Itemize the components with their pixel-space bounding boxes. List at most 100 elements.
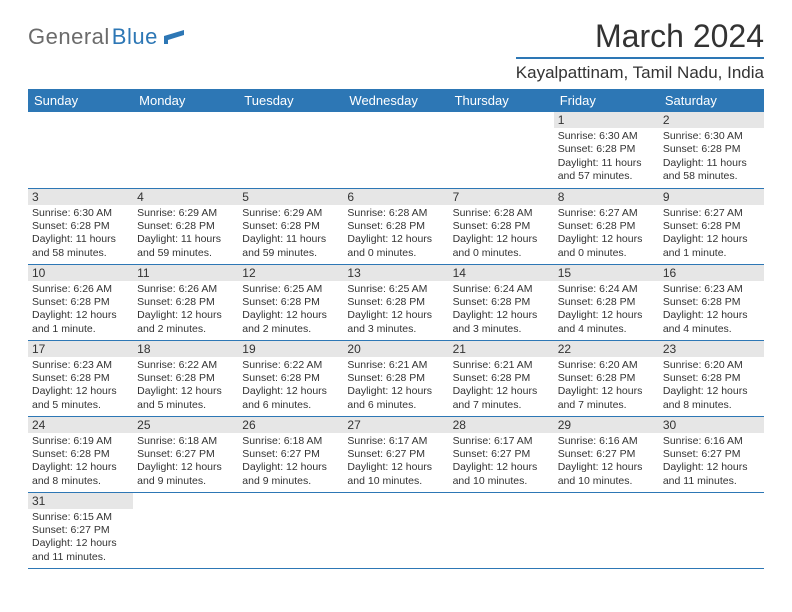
day-data-line: Sunrise: 6:26 AM [137, 283, 234, 296]
calendar-row: 3Sunrise: 6:30 AMSunset: 6:28 PMDaylight… [28, 188, 764, 264]
month-title: March 2024 [516, 18, 764, 55]
day-number: 14 [449, 265, 554, 281]
day-data-line: Sunset: 6:28 PM [242, 220, 339, 233]
day-data-line: Daylight: 12 hours and 9 minutes. [137, 461, 234, 488]
calendar-row: 17Sunrise: 6:23 AMSunset: 6:28 PMDayligh… [28, 340, 764, 416]
day-data: Sunrise: 6:21 AMSunset: 6:28 PMDaylight:… [343, 357, 448, 415]
day-data-line: Sunset: 6:27 PM [137, 448, 234, 461]
day-number: 18 [133, 341, 238, 357]
day-data-line: Daylight: 12 hours and 1 minute. [663, 233, 760, 260]
day-data: Sunrise: 6:28 AMSunset: 6:28 PMDaylight:… [449, 205, 554, 263]
logo: General Blue [28, 24, 184, 50]
day-number: 29 [554, 417, 659, 433]
day-data-line: Sunset: 6:27 PM [453, 448, 550, 461]
day-data-line: Daylight: 12 hours and 5 minutes. [137, 385, 234, 412]
day-data-line: Sunset: 6:28 PM [32, 220, 129, 233]
day-number: 15 [554, 265, 659, 281]
day-data: Sunrise: 6:30 AMSunset: 6:28 PMDaylight:… [659, 128, 764, 186]
day-data: Sunrise: 6:30 AMSunset: 6:28 PMDaylight:… [28, 205, 133, 263]
logo-text-blue: Blue [112, 24, 158, 50]
day-header: Friday [554, 89, 659, 112]
day-data-line: Daylight: 12 hours and 6 minutes. [347, 385, 444, 412]
day-number: 9 [659, 189, 764, 205]
logo-text-general: General [28, 24, 110, 50]
day-data-line: Daylight: 12 hours and 0 minutes. [453, 233, 550, 260]
calendar-cell: 30Sunrise: 6:16 AMSunset: 6:27 PMDayligh… [659, 416, 764, 492]
calendar-cell: 14Sunrise: 6:24 AMSunset: 6:28 PMDayligh… [449, 264, 554, 340]
day-number: 4 [133, 189, 238, 205]
calendar-cell: 21Sunrise: 6:21 AMSunset: 6:28 PMDayligh… [449, 340, 554, 416]
calendar-cell-empty [28, 112, 133, 188]
day-data-line: Sunset: 6:28 PM [558, 220, 655, 233]
calendar-cell: 18Sunrise: 6:22 AMSunset: 6:28 PMDayligh… [133, 340, 238, 416]
day-data-line: Sunset: 6:28 PM [137, 372, 234, 385]
day-number: 25 [133, 417, 238, 433]
day-data-line: Daylight: 12 hours and 2 minutes. [137, 309, 234, 336]
day-number: 20 [343, 341, 448, 357]
day-data-line: Sunrise: 6:22 AM [137, 359, 234, 372]
day-data-line: Sunset: 6:28 PM [663, 143, 760, 156]
day-data-line: Sunrise: 6:23 AM [32, 359, 129, 372]
calendar-cell: 23Sunrise: 6:20 AMSunset: 6:28 PMDayligh… [659, 340, 764, 416]
day-data: Sunrise: 6:17 AMSunset: 6:27 PMDaylight:… [449, 433, 554, 491]
day-data-line: Daylight: 12 hours and 6 minutes. [242, 385, 339, 412]
calendar-cell-empty [238, 112, 343, 188]
day-data-line: Sunset: 6:28 PM [558, 143, 655, 156]
day-data-line: Sunrise: 6:30 AM [663, 130, 760, 143]
day-data-line: Sunrise: 6:24 AM [558, 283, 655, 296]
day-data-line: Sunrise: 6:20 AM [558, 359, 655, 372]
day-header: Tuesday [238, 89, 343, 112]
day-number: 31 [28, 493, 133, 509]
day-data-line: Daylight: 12 hours and 8 minutes. [32, 461, 129, 488]
calendar-cell-empty [238, 492, 343, 568]
day-data-line: Sunrise: 6:15 AM [32, 511, 129, 524]
day-data-line: Sunset: 6:27 PM [242, 448, 339, 461]
day-data-line: Daylight: 11 hours and 57 minutes. [558, 157, 655, 184]
calendar-cell: 25Sunrise: 6:18 AMSunset: 6:27 PMDayligh… [133, 416, 238, 492]
calendar-head: SundayMondayTuesdayWednesdayThursdayFrid… [28, 89, 764, 112]
day-data-line: Sunset: 6:28 PM [242, 296, 339, 309]
day-data-line: Sunrise: 6:20 AM [663, 359, 760, 372]
calendar-cell: 16Sunrise: 6:23 AMSunset: 6:28 PMDayligh… [659, 264, 764, 340]
day-data-line: Daylight: 12 hours and 10 minutes. [558, 461, 655, 488]
day-data: Sunrise: 6:17 AMSunset: 6:27 PMDaylight:… [343, 433, 448, 491]
day-number: 23 [659, 341, 764, 357]
calendar-cell-empty [133, 112, 238, 188]
day-data-line: Daylight: 11 hours and 58 minutes. [32, 233, 129, 260]
day-data-line: Daylight: 12 hours and 5 minutes. [32, 385, 129, 412]
header: General Blue March 2024 Kayalpattinam, T… [28, 18, 764, 83]
day-data-line: Daylight: 12 hours and 8 minutes. [663, 385, 760, 412]
day-data-line: Daylight: 11 hours and 59 minutes. [242, 233, 339, 260]
day-data-line: Sunset: 6:28 PM [453, 220, 550, 233]
day-data: Sunrise: 6:20 AMSunset: 6:28 PMDaylight:… [659, 357, 764, 415]
day-number: 2 [659, 112, 764, 128]
day-data: Sunrise: 6:26 AMSunset: 6:28 PMDaylight:… [133, 281, 238, 339]
day-data-line: Daylight: 12 hours and 7 minutes. [558, 385, 655, 412]
calendar-cell-empty [554, 492, 659, 568]
calendar-cell: 2Sunrise: 6:30 AMSunset: 6:28 PMDaylight… [659, 112, 764, 188]
day-data-line: Sunrise: 6:17 AM [347, 435, 444, 448]
day-data: Sunrise: 6:18 AMSunset: 6:27 PMDaylight:… [238, 433, 343, 491]
day-data-line: Daylight: 12 hours and 1 minute. [32, 309, 129, 336]
day-data: Sunrise: 6:15 AMSunset: 6:27 PMDaylight:… [28, 509, 133, 567]
day-data: Sunrise: 6:28 AMSunset: 6:28 PMDaylight:… [343, 205, 448, 263]
day-number: 26 [238, 417, 343, 433]
day-data: Sunrise: 6:30 AMSunset: 6:28 PMDaylight:… [554, 128, 659, 186]
day-header: Thursday [449, 89, 554, 112]
calendar-row: 24Sunrise: 6:19 AMSunset: 6:28 PMDayligh… [28, 416, 764, 492]
day-data-line: Sunset: 6:28 PM [347, 372, 444, 385]
flag-icon [164, 30, 184, 44]
day-data-line: Daylight: 12 hours and 11 minutes. [663, 461, 760, 488]
day-data: Sunrise: 6:22 AMSunset: 6:28 PMDaylight:… [133, 357, 238, 415]
day-data-line: Sunset: 6:28 PM [32, 448, 129, 461]
day-number: 12 [238, 265, 343, 281]
calendar-cell: 22Sunrise: 6:20 AMSunset: 6:28 PMDayligh… [554, 340, 659, 416]
calendar-cell: 17Sunrise: 6:23 AMSunset: 6:28 PMDayligh… [28, 340, 133, 416]
title-block: March 2024 Kayalpattinam, Tamil Nadu, In… [516, 18, 764, 83]
day-data-line: Daylight: 12 hours and 0 minutes. [347, 233, 444, 260]
day-number: 27 [343, 417, 448, 433]
day-number: 21 [449, 341, 554, 357]
day-data-line: Sunset: 6:28 PM [453, 296, 550, 309]
location: Kayalpattinam, Tamil Nadu, India [516, 57, 764, 83]
day-data: Sunrise: 6:23 AMSunset: 6:28 PMDaylight:… [28, 357, 133, 415]
